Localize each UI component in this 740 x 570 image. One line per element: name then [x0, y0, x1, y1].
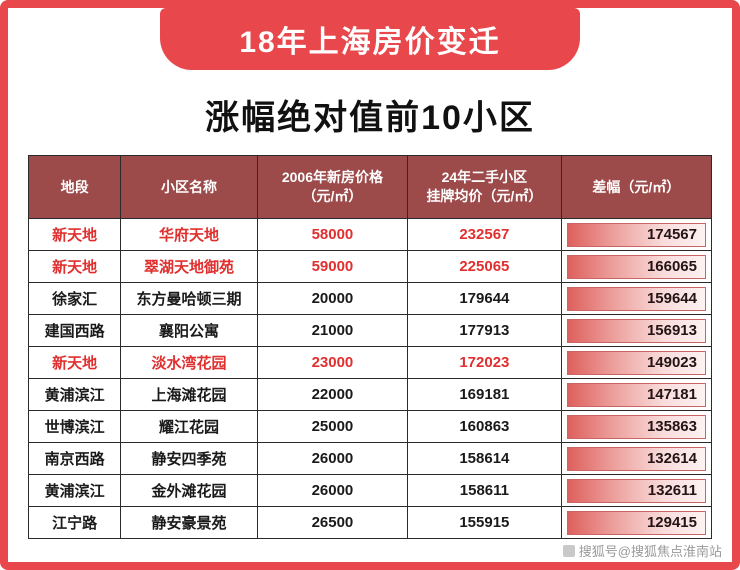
cell-price-2006: 26000: [256, 442, 409, 475]
header-price-2006: 2006年新房价格 （元/㎡）: [256, 155, 409, 219]
price-table: 地段 小区名称 2006年新房价格 （元/㎡） 24年二手小区 挂牌均价（元/㎡…: [27, 155, 713, 539]
difference-bar: 156913: [566, 318, 706, 343]
cell-price-2024: 158611: [407, 474, 562, 507]
cell-difference: 166065: [560, 250, 713, 283]
table-header-row: 地段 小区名称 2006年新房价格 （元/㎡） 24年二手小区 挂牌均价（元/㎡…: [27, 155, 713, 219]
cell-district: 新天地: [27, 250, 122, 283]
sohu-logo-icon: [562, 544, 575, 557]
difference-bar: 149023: [566, 350, 706, 375]
cell-district: 黄浦滨江: [27, 378, 122, 411]
cell-difference: 147181: [560, 378, 713, 411]
difference-value: 174567: [646, 226, 697, 243]
cell-price-2006: 21000: [256, 314, 409, 347]
banner-title: 18年上海房价变迁: [239, 26, 501, 59]
cell-district: 徐家汇: [27, 282, 122, 315]
cell-price-2024: 225065: [407, 250, 562, 283]
difference-bar: 132611: [566, 478, 706, 503]
difference-value: 135863: [646, 418, 697, 435]
cell-price-2006: 26500: [256, 506, 409, 539]
table-row: 新天地 华府天地 58000 232567 174567: [27, 218, 713, 251]
difference-value: 156913: [646, 322, 697, 339]
cell-community-name: 翠湖天地御苑: [120, 250, 258, 283]
cell-price-2024: 169181: [407, 378, 562, 411]
cell-difference: 159644: [560, 282, 713, 315]
cell-difference: 135863: [560, 410, 713, 443]
cell-price-2006: 25000: [256, 410, 409, 443]
cell-district: 新天地: [27, 346, 122, 379]
cell-district: 世博滨江: [27, 410, 122, 443]
cell-district: 南京西路: [27, 442, 122, 475]
header-district: 地段: [27, 155, 122, 219]
header-difference: 差幅（元/㎡）: [560, 155, 713, 219]
table-row: 世博滨江 耀江花园 25000 160863 135863: [27, 410, 713, 443]
table-row: 南京西路 静安四季苑 26000 158614 132614: [27, 442, 713, 475]
cell-price-2006: 23000: [256, 346, 409, 379]
table-row: 建国西路 襄阳公寓 21000 177913 156913: [27, 314, 713, 347]
cell-price-2006: 20000: [256, 282, 409, 315]
cell-price-2006: 22000: [256, 378, 409, 411]
difference-value: 132614: [646, 450, 697, 467]
cell-difference: 149023: [560, 346, 713, 379]
table-row: 江宁路 静安豪景苑 26500 155915 129415: [27, 506, 713, 539]
header-community-name: 小区名称: [120, 155, 258, 219]
difference-bar: 159644: [566, 286, 706, 311]
cell-community-name: 华府天地: [120, 218, 258, 251]
cell-difference: 129415: [560, 506, 713, 539]
cell-price-2006: 59000: [256, 250, 409, 283]
cell-price-2024: 160863: [407, 410, 562, 443]
cell-price-2024: 172023: [407, 346, 562, 379]
table-row: 黄浦滨江 金外滩花园 26000 158611 132611: [27, 474, 713, 507]
cell-community-name: 淡水湾花园: [120, 346, 258, 379]
title-banner: 18年上海房价变迁: [160, 8, 580, 70]
difference-bar: 166065: [566, 254, 706, 279]
cell-difference: 174567: [560, 218, 713, 251]
cell-price-2024: 179644: [407, 282, 562, 315]
difference-bar: 132614: [566, 446, 706, 471]
cell-district: 建国西路: [27, 314, 122, 347]
cell-community-name: 襄阳公寓: [120, 314, 258, 347]
cell-district: 江宁路: [27, 506, 122, 539]
cell-district: 黄浦滨江: [27, 474, 122, 507]
difference-value: 132611: [647, 482, 697, 499]
header-price-2024: 24年二手小区 挂牌均价（元/㎡）: [407, 155, 562, 219]
watermark: 搜狐号@搜狐焦点淮南站: [562, 541, 722, 560]
cell-price-2024: 158614: [407, 442, 562, 475]
cell-community-name: 静安四季苑: [120, 442, 258, 475]
cell-difference: 132614: [560, 442, 713, 475]
cell-price-2006: 58000: [256, 218, 409, 251]
difference-value: 149023: [646, 354, 697, 371]
cell-price-2024: 177913: [407, 314, 562, 347]
difference-bar: 129415: [566, 510, 706, 535]
table-row: 新天地 淡水湾花园 23000 172023 149023: [27, 346, 713, 379]
subtitle: 涨幅绝对值前10小区: [205, 99, 535, 137]
table-row: 黄浦滨江 上海滩花园 22000 169181 147181: [27, 378, 713, 411]
cell-community-name: 耀江花园: [120, 410, 258, 443]
difference-bar: 147181: [566, 382, 706, 407]
difference-value: 159644: [646, 290, 697, 307]
table-body: 新天地 华府天地 58000 232567 174567 新天地 翠湖天地御苑 …: [27, 218, 713, 539]
cell-community-name: 上海滩花园: [120, 378, 258, 411]
table-row: 徐家汇 东方曼哈顿三期 20000 179644 159644: [27, 282, 713, 315]
difference-bar: 174567: [566, 222, 706, 247]
cell-district: 新天地: [27, 218, 122, 251]
difference-bar: 135863: [566, 414, 706, 439]
cell-price-2024: 155915: [407, 506, 562, 539]
difference-value: 147181: [646, 386, 697, 403]
watermark-text: 搜狐号@搜狐焦点淮南站: [578, 544, 722, 559]
cell-difference: 132611: [560, 474, 713, 507]
cell-price-2006: 26000: [256, 474, 409, 507]
cell-difference: 156913: [560, 314, 713, 347]
difference-value: 129415: [646, 514, 697, 531]
table-row: 新天地 翠湖天地御苑 59000 225065 166065: [27, 250, 713, 283]
cell-community-name: 金外滩花园: [120, 474, 258, 507]
cell-community-name: 静安豪景苑: [120, 506, 258, 539]
difference-value: 166065: [646, 258, 697, 275]
cell-price-2024: 232567: [407, 218, 562, 251]
cell-community-name: 东方曼哈顿三期: [120, 282, 258, 315]
